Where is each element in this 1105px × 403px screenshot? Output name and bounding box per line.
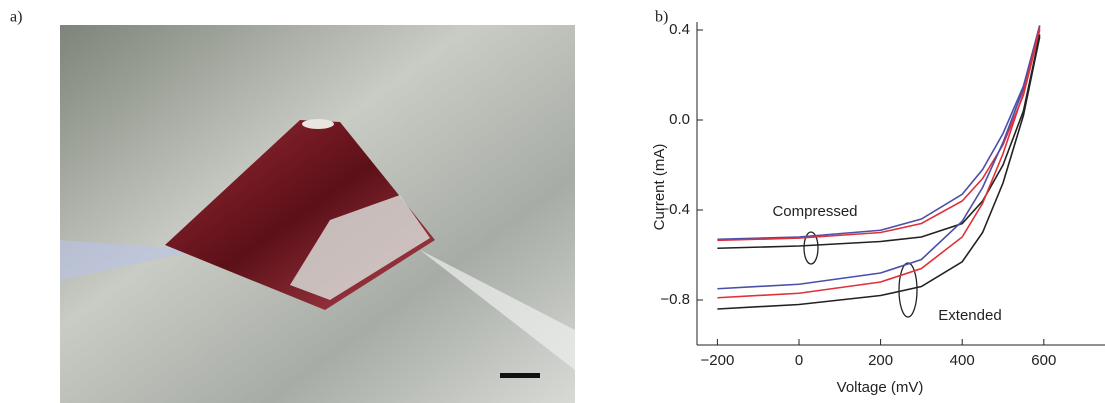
x-tick-label: 600: [1031, 352, 1056, 369]
annotation: Extended: [938, 307, 1001, 324]
line-series: [717, 36, 1041, 310]
panel-label: a): [10, 9, 22, 26]
y-axis-title: Current (mA): [651, 144, 668, 231]
y-tick-label: 0.0: [669, 111, 690, 128]
x-tick-label: 200: [868, 352, 893, 369]
line-series: [717, 34, 1041, 250]
x-tick-label: 400: [950, 352, 975, 369]
annotation-ellipse: [898, 262, 918, 318]
x-tick-label: −200: [701, 352, 735, 369]
y-tick-label: 0.4: [669, 21, 690, 38]
x-axis-title: Voltage (mV): [837, 379, 924, 396]
line-series: [717, 25, 1041, 290]
panel-label: b): [655, 9, 668, 26]
annotation-ellipse: [803, 231, 819, 265]
x-tick-label: 0: [795, 352, 803, 369]
annotation: Compressed: [772, 203, 857, 220]
photo: [60, 25, 575, 403]
y-tick-label: −0.8: [660, 291, 690, 308]
series-group: [717, 25, 1041, 310]
line-series: [717, 27, 1041, 299]
line-series: [717, 29, 1041, 242]
line-series: [717, 25, 1041, 241]
y-tick-label: −0.4: [660, 201, 690, 218]
